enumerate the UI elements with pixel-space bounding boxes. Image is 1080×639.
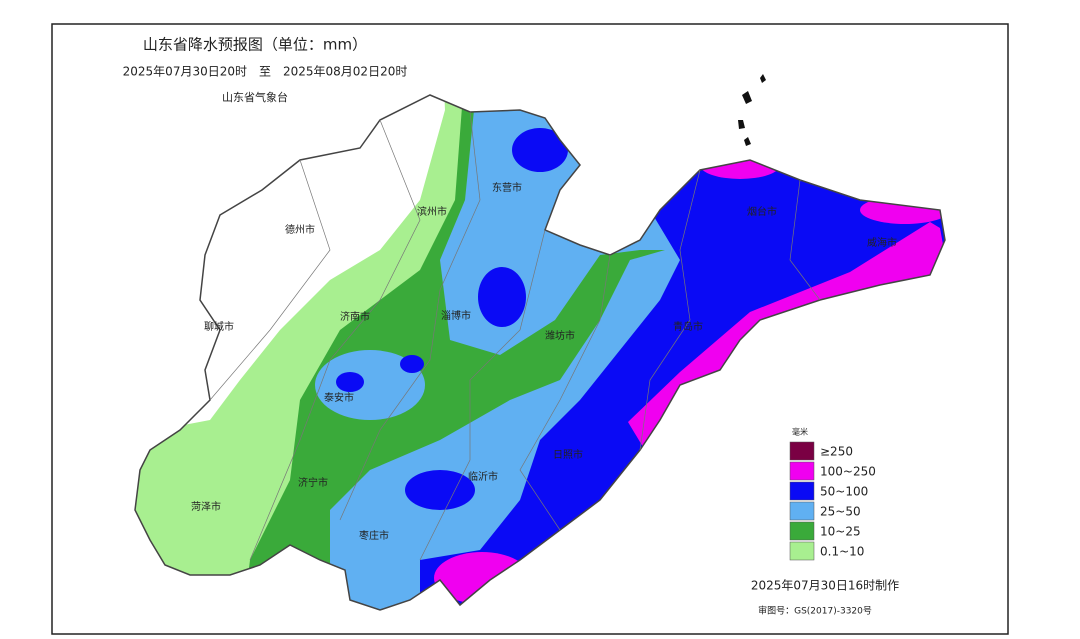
legend-label: 10~25 <box>820 525 861 539</box>
legend-swatch <box>789 501 815 521</box>
made-time: 2025年07月30日16时制作 <box>751 579 899 593</box>
legend-swatch <box>789 461 815 481</box>
period: 2025年07月30日20时 至 2025年08月02日20时 <box>123 65 408 79</box>
legend-swatch <box>789 541 815 561</box>
city-label: 临沂市 <box>468 470 498 483</box>
city-label: 东营市 <box>492 181 522 194</box>
legend-swatch <box>789 521 815 541</box>
map-title: 山东省降水预报图（单位：mm） <box>143 36 367 54</box>
legend-label: 100~250 <box>820 465 876 479</box>
review-number: 审图号：GS(2017)-3320号 <box>758 605 872 617</box>
legend-label: 0.1~10 <box>820 545 864 559</box>
legend-label: 25~50 <box>820 505 861 519</box>
legend-title: 毫米 <box>792 427 808 437</box>
city-label: 德州市 <box>285 223 315 236</box>
city-label: 威海市 <box>867 236 897 249</box>
islands <box>738 74 766 146</box>
city-label: 滨州市 <box>417 205 447 218</box>
city-label: 泰安市 <box>324 391 354 404</box>
city-label: 淄博市 <box>441 309 471 322</box>
city-label: 枣庄市 <box>359 529 389 542</box>
city-label: 济宁市 <box>298 476 328 489</box>
city-label: 聊城市 <box>204 320 234 333</box>
city-label: 烟台市 <box>747 205 777 218</box>
city-label: 潍坊市 <box>545 329 575 342</box>
agency: 山东省气象台 <box>222 90 288 104</box>
legend-label: ≥250 <box>820 445 853 459</box>
legend-swatch <box>789 441 815 461</box>
legend-swatch <box>789 481 815 501</box>
legend-label: 50~100 <box>820 485 868 499</box>
city-label: 菏泽市 <box>191 500 221 513</box>
city-borders <box>209 111 821 561</box>
city-label: 日照市 <box>553 448 583 461</box>
city-label: 济南市 <box>340 310 370 323</box>
city-label: 青岛市 <box>673 320 703 333</box>
